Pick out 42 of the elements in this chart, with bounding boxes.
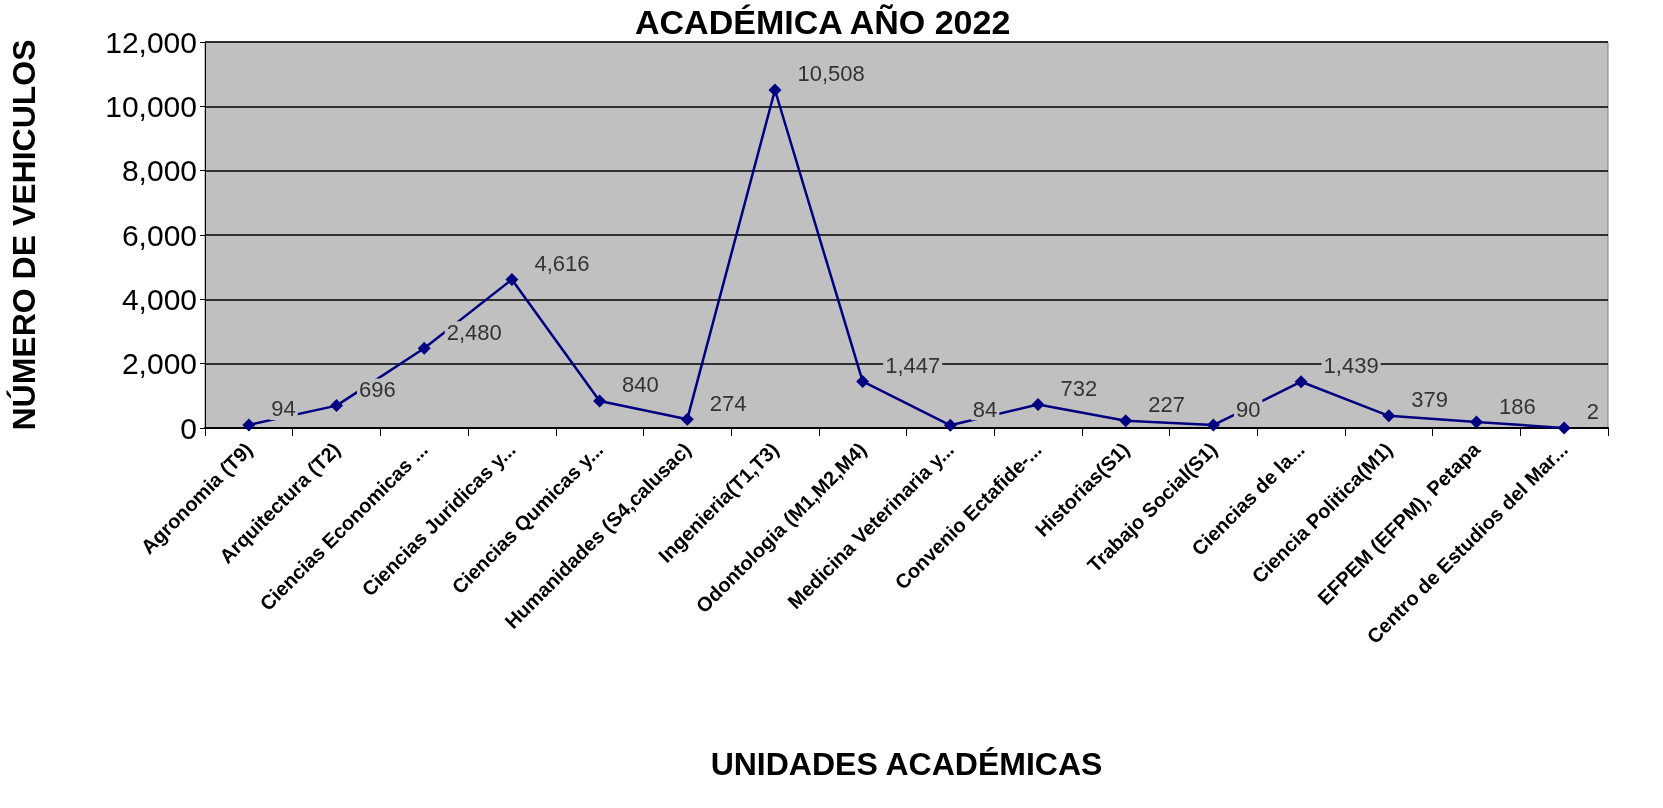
data-label: 90	[1235, 396, 1261, 422]
data-label: 274	[709, 390, 747, 416]
data-label: 696	[359, 377, 396, 403]
point	[943, 418, 957, 432]
data-label: 2	[1586, 399, 1599, 425]
point	[856, 374, 870, 388]
point	[1294, 375, 1308, 389]
chart-title: ACADÉMICA AÑO 2022	[635, 3, 1011, 41]
y-tick-label: 0	[180, 411, 197, 445]
y-tick-label: 10,000	[105, 89, 197, 123]
point	[768, 83, 782, 97]
data-label: 227	[1148, 392, 1185, 418]
point	[1119, 414, 1133, 428]
point	[242, 418, 256, 432]
data-label: 2,480	[446, 319, 502, 345]
point	[1557, 421, 1571, 435]
y-tick-label: 6,000	[121, 218, 197, 252]
y-axis-title: NÚMERO DE VEHICULOS	[6, 39, 42, 431]
point	[1031, 397, 1045, 411]
y-tick-label: 2,000	[121, 347, 197, 381]
point	[1382, 409, 1396, 423]
y-tick-label: 8,000	[121, 154, 197, 188]
point	[1206, 418, 1220, 432]
point	[330, 399, 344, 413]
y-tick-label: 12,000	[105, 25, 197, 59]
point	[417, 341, 431, 355]
data-label: 10,508	[797, 61, 865, 87]
data-label: 379	[1411, 387, 1448, 413]
data-label: 1,447	[885, 352, 941, 378]
point	[593, 394, 607, 408]
data-label: 732	[1060, 375, 1098, 401]
data-label: 94	[271, 396, 296, 422]
point	[680, 412, 694, 426]
point	[505, 273, 519, 287]
data-label: 84	[972, 396, 998, 422]
x-axis-title: UNIDADES ACADÉMICAS	[710, 746, 1103, 782]
data-label: 4,616	[534, 251, 590, 277]
data-label: 1,439	[1323, 353, 1379, 379]
data-label: 840	[622, 372, 659, 398]
data-label: 186	[1498, 393, 1536, 419]
y-tick-label: 4,000	[121, 282, 197, 316]
point	[1469, 415, 1483, 429]
